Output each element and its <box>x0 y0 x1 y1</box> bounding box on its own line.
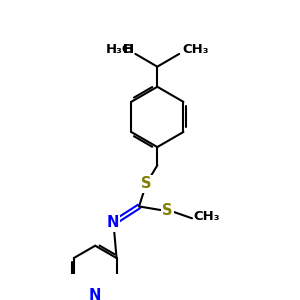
Text: H: H <box>122 43 134 56</box>
Text: S: S <box>141 176 152 191</box>
Text: N: N <box>106 215 119 230</box>
Text: H: H <box>122 43 134 56</box>
Text: CH₃: CH₃ <box>182 43 208 56</box>
Text: H₃C: H₃C <box>106 43 133 56</box>
Text: S: S <box>162 203 172 218</box>
Text: N: N <box>89 288 101 300</box>
Text: CH₃: CH₃ <box>194 210 220 223</box>
